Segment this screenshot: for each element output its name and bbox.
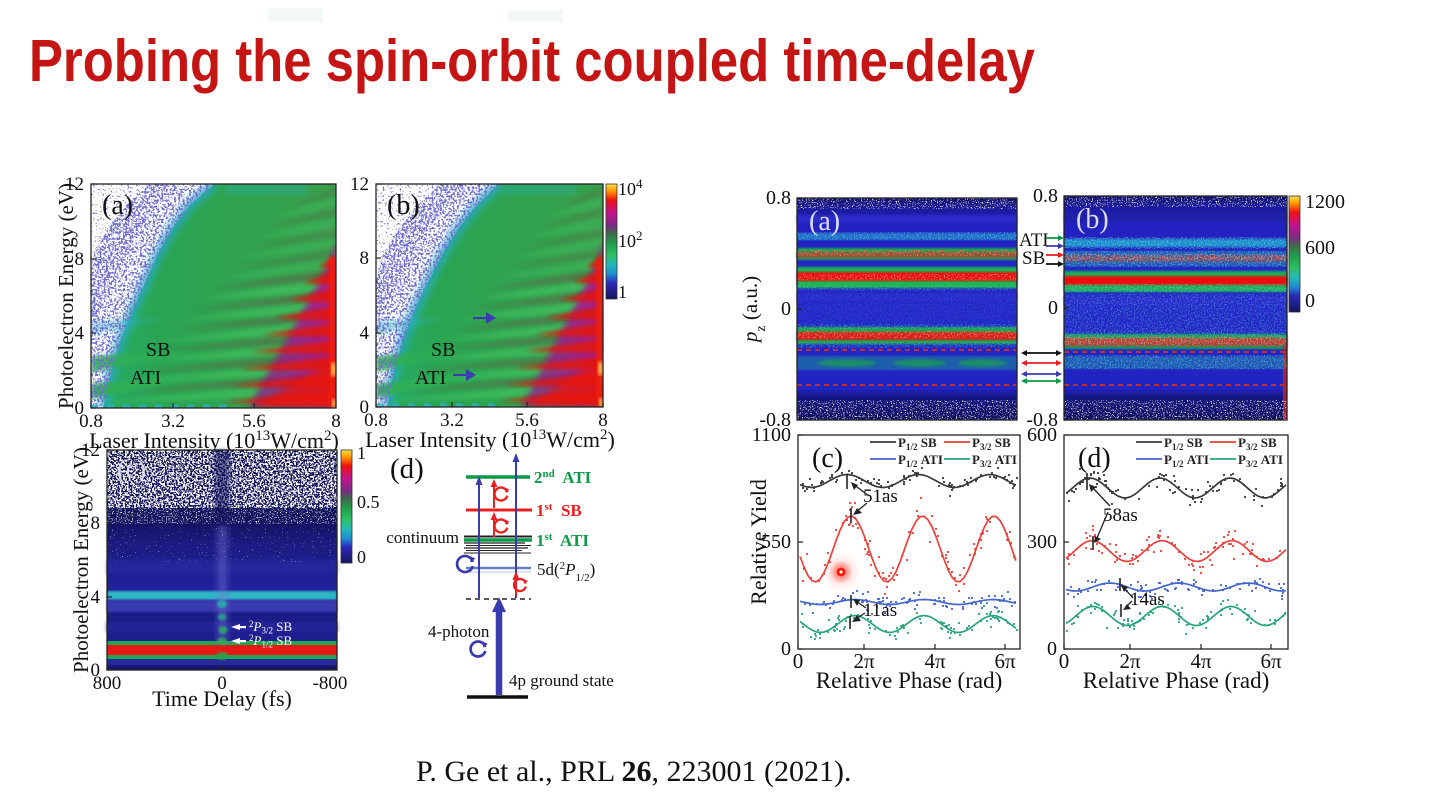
svg-text:P1/2 SB: P1/2 SB (898, 435, 937, 452)
svg-text:14as: 14as (1130, 589, 1165, 610)
svg-text:8: 8 (360, 248, 370, 269)
svg-text:0: 0 (357, 547, 366, 567)
svg-text:ATI: ATI (1019, 230, 1049, 251)
svg-text:0.8: 0.8 (364, 410, 388, 431)
svg-text:8: 8 (331, 411, 341, 432)
svg-text:2π: 2π (1119, 649, 1141, 673)
svg-text:Relative Phase (rad): Relative Phase (rad) (816, 668, 1002, 693)
svg-text:-0.8: -0.8 (1026, 409, 1058, 431)
svg-text:1st ATI: 1st ATI (536, 531, 589, 550)
svg-text:ATI: ATI (130, 367, 161, 389)
svg-text:4π: 4π (1190, 649, 1212, 673)
svg-text:8: 8 (598, 410, 608, 431)
svg-text:SB: SB (146, 339, 170, 361)
svg-text:pz (a.u.): pz (a.u.) (738, 276, 769, 344)
svg-text:(a): (a) (809, 206, 840, 237)
svg-text:3.2: 3.2 (161, 411, 185, 432)
svg-text:1: 1 (618, 282, 627, 302)
svg-text:0: 0 (781, 298, 791, 320)
svg-text:6π: 6π (994, 649, 1016, 673)
svg-text:12: 12 (65, 174, 84, 195)
svg-text:3.2: 3.2 (440, 410, 464, 431)
svg-text:-0.8: -0.8 (759, 409, 791, 431)
svg-text:(c): (c) (812, 443, 843, 474)
svg-text:Relative Yield: Relative Yield (746, 479, 771, 605)
svg-text:12: 12 (81, 440, 100, 461)
svg-text:2nd ATI: 2nd ATI (534, 468, 592, 487)
svg-text:-800: -800 (313, 673, 348, 694)
svg-text:0.8: 0.8 (1033, 185, 1058, 207)
svg-text:5.6: 5.6 (242, 411, 266, 432)
svg-text:58as: 58as (1103, 505, 1138, 526)
svg-text:P1/2 SB: P1/2 SB (1164, 435, 1203, 452)
svg-text:(c): (c) (117, 455, 146, 484)
svg-text:P. Ge et al., PRL 26, 223001 (: P. Ge et al., PRL 26, 223001 (2021). (416, 755, 852, 788)
svg-text:4: 4 (91, 587, 101, 608)
svg-text:P3/2 SB: P3/2 SB (972, 435, 1011, 452)
svg-text:600: 600 (1305, 237, 1335, 259)
svg-text:0: 0 (1047, 638, 1057, 660)
svg-text:Photoelectron Energy (eV): Photoelectron Energy (eV) (54, 183, 78, 409)
svg-text:550: 550 (761, 531, 791, 553)
svg-text:0: 0 (1048, 297, 1058, 319)
svg-text:4: 4 (75, 323, 85, 344)
svg-text:300: 300 (1027, 531, 1057, 553)
svg-text:0: 0 (1059, 649, 1070, 673)
svg-text:Relative Phase (rad): Relative Phase (rad) (1083, 668, 1269, 693)
svg-text:0.8: 0.8 (766, 187, 791, 209)
svg-text:2P3/2 SB: 2P3/2 SB (249, 619, 292, 636)
svg-text:51as: 51as (863, 486, 898, 507)
svg-text:12: 12 (350, 174, 369, 195)
svg-text:2π: 2π (853, 649, 875, 673)
svg-text:ATI: ATI (415, 367, 446, 389)
svg-text:1: 1 (357, 443, 366, 463)
svg-text:2P1/2 SB: 2P1/2 SB (249, 633, 292, 650)
svg-text:0: 0 (75, 398, 85, 419)
svg-text:4: 4 (360, 323, 370, 344)
svg-text:0: 0 (793, 649, 804, 673)
svg-text:continuum: continuum (386, 528, 459, 547)
svg-text:4-photon: 4-photon (428, 622, 490, 641)
svg-text:Time Delay (fs): Time Delay (fs) (152, 686, 292, 711)
svg-text:(a): (a) (102, 190, 133, 221)
svg-text:4π: 4π (924, 649, 946, 673)
svg-text:(b): (b) (1076, 204, 1109, 235)
svg-text:6π: 6π (1260, 649, 1282, 673)
svg-text:0: 0 (781, 638, 791, 660)
svg-text:(d): (d) (390, 453, 424, 485)
svg-text:Photoelectron Energy (eV): Photoelectron Energy (eV) (69, 447, 93, 673)
svg-text:4p ground state: 4p ground state (509, 671, 614, 690)
svg-text:5.6: 5.6 (515, 410, 539, 431)
svg-text:800: 800 (93, 673, 122, 694)
svg-text:(b): (b) (387, 190, 420, 221)
svg-text:1200: 1200 (1305, 191, 1345, 213)
svg-text:104: 104 (618, 176, 643, 200)
svg-text:5d(2P1/2): 5d(2P1/2) (537, 560, 595, 584)
svg-text:0: 0 (217, 673, 227, 694)
svg-text:1st SB: 1st SB (536, 501, 582, 520)
svg-text:1100: 1100 (752, 424, 791, 446)
svg-text:Laser Intensity (1013W/cm2): Laser Intensity (1013W/cm2) (89, 428, 339, 453)
svg-text:102: 102 (618, 228, 643, 252)
svg-text:600: 600 (1027, 424, 1057, 446)
svg-text:0.5: 0.5 (357, 492, 380, 512)
svg-text:P1/2 ATI: P1/2 ATI (1164, 452, 1209, 469)
svg-text:SB: SB (431, 339, 455, 361)
svg-text:P1/2 ATI: P1/2 ATI (898, 452, 943, 469)
svg-text:0: 0 (360, 397, 370, 418)
svg-text:0: 0 (1305, 290, 1315, 312)
svg-text:0: 0 (91, 660, 101, 681)
svg-text:Laser Intensity (1013W/cm2): Laser Intensity (1013W/cm2) (365, 427, 615, 452)
svg-text:SB: SB (1022, 248, 1045, 269)
svg-text:P3/2 ATI: P3/2 ATI (1238, 452, 1283, 469)
svg-text:8: 8 (75, 249, 85, 270)
svg-text:8: 8 (91, 513, 101, 534)
svg-text:(d): (d) (1078, 443, 1111, 474)
svg-text:P3/2 SB: P3/2 SB (1238, 435, 1277, 452)
svg-text:0.8: 0.8 (79, 411, 103, 432)
svg-text:11as: 11as (863, 600, 897, 621)
svg-text:P3/2 ATI: P3/2 ATI (972, 452, 1017, 469)
